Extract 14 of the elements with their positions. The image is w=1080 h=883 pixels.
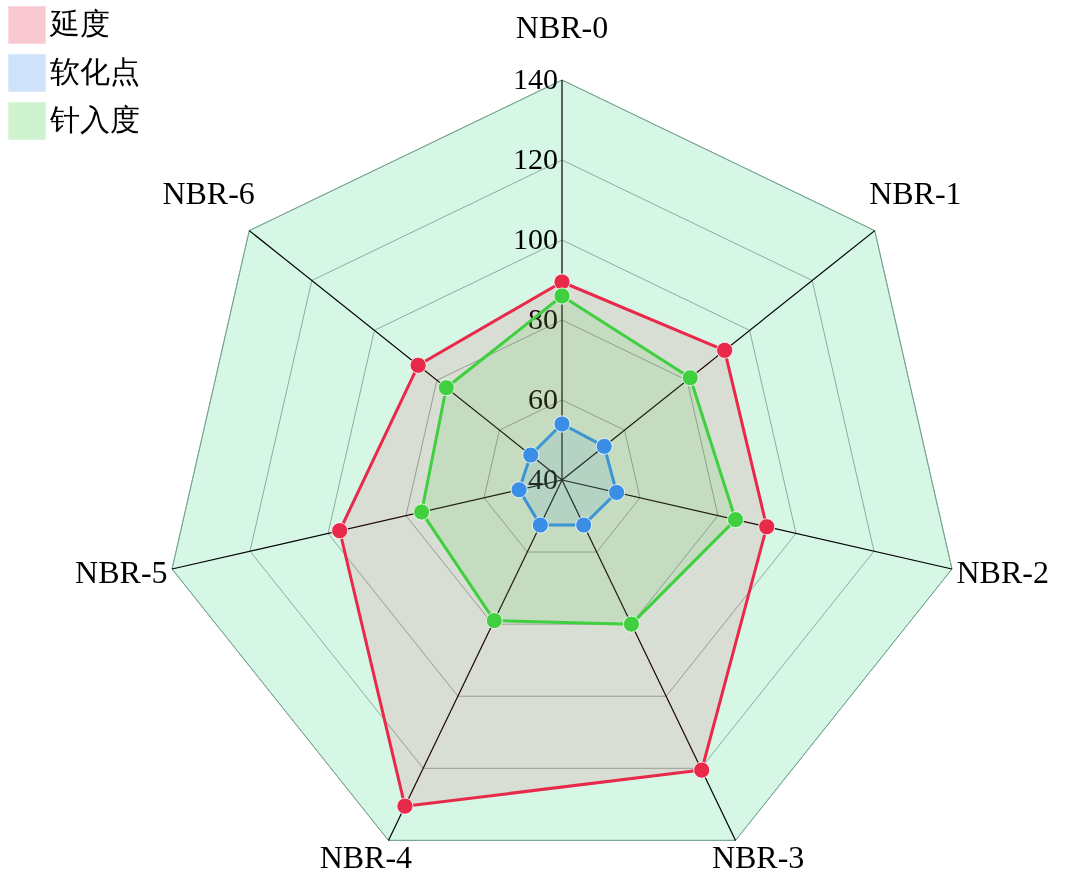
legend-label: 软化点: [50, 55, 140, 88]
spoke-label: NBR-5: [75, 554, 168, 591]
spoke-label: NBR-2: [956, 554, 1049, 591]
y-tick-label: 60: [528, 382, 558, 415]
spoke-label: NBR-6: [162, 174, 255, 211]
spoke-label: NBR-1: [869, 174, 962, 211]
spoke-label: NBR-0: [515, 9, 609, 45]
y-tick-label: 120: [513, 142, 558, 175]
y-tick-label: 140: [513, 62, 558, 95]
y-tick-label: 100: [513, 222, 558, 255]
legend-label: 针入度: [49, 103, 140, 136]
legend-label: 延度: [49, 7, 110, 40]
spoke-label: NBR-4: [319, 839, 413, 876]
spoke-label: NBR-3: [711, 839, 805, 876]
